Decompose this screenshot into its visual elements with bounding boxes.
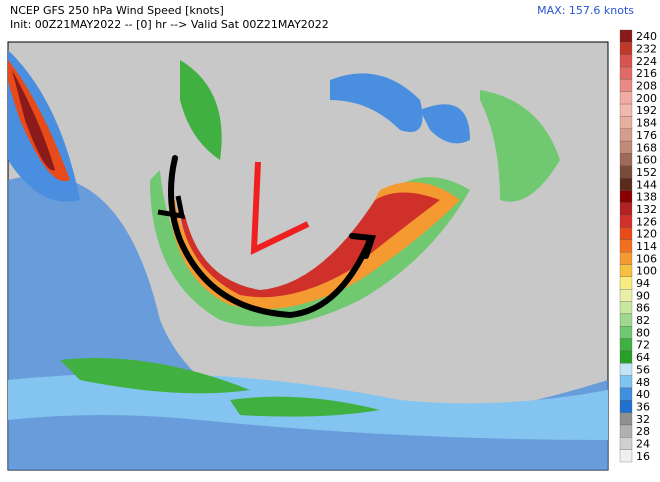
max-label: MAX: 157.6 knots xyxy=(537,4,634,17)
colorbar-label: 90 xyxy=(636,289,650,302)
colorbar-swatch xyxy=(619,449,633,463)
colorbar-swatch xyxy=(619,239,633,253)
colorbar-swatch xyxy=(619,326,633,339)
colorbar-label: 168 xyxy=(636,141,657,154)
colorbar-swatch xyxy=(619,363,633,376)
colorbar-swatch xyxy=(619,66,633,80)
colorbar-label: 82 xyxy=(636,314,650,327)
colorbar-label: 224 xyxy=(636,55,657,68)
colorbar-label: 208 xyxy=(636,80,657,93)
colorbar-swatch xyxy=(619,387,633,401)
colorbar-swatch xyxy=(619,264,633,278)
colorbar-label: 240 xyxy=(636,30,657,43)
colorbar-swatch xyxy=(619,165,633,179)
colorbar-swatch xyxy=(619,276,633,290)
colorbar-label: 176 xyxy=(636,129,657,142)
colorbar-label: 126 xyxy=(636,215,657,228)
colorbar-swatch xyxy=(619,79,633,92)
colorbar-swatch xyxy=(619,289,633,302)
colorbar-swatch xyxy=(619,29,633,43)
colorbar-swatch xyxy=(619,103,633,117)
colorbar-label: 36 xyxy=(636,400,650,413)
colorbar-swatch xyxy=(619,140,633,154)
colorbar-swatch xyxy=(619,313,633,327)
colorbar-swatch xyxy=(619,375,633,389)
colorbar-label: 94 xyxy=(636,277,650,290)
colorbar: 2402322242162082001921841761681601521441… xyxy=(619,29,657,463)
subtitle: Init: 00Z21MAY2022 -- [0] hr --> Valid S… xyxy=(10,18,329,31)
colorbar-label: 232 xyxy=(636,43,657,56)
colorbar-swatch xyxy=(619,437,633,450)
title: NCEP GFS 250 hPa Wind Speed [knots] xyxy=(10,4,224,17)
colorbar-swatch xyxy=(619,350,633,364)
colorbar-label: 80 xyxy=(636,326,650,339)
map xyxy=(7,41,609,471)
colorbar-swatch xyxy=(619,202,633,216)
colorbar-swatch xyxy=(619,227,633,240)
colorbar-label: 56 xyxy=(636,363,650,376)
colorbar-swatch xyxy=(619,338,633,352)
colorbar-swatch xyxy=(619,91,633,105)
colorbar-swatch xyxy=(619,424,633,438)
colorbar-label: 106 xyxy=(636,252,657,265)
colorbar-label: 200 xyxy=(636,92,657,105)
colorbar-label: 192 xyxy=(636,104,657,117)
colorbar-swatch xyxy=(619,42,633,55)
colorbar-label: 152 xyxy=(636,166,657,179)
colorbar-label: 40 xyxy=(636,388,650,401)
colorbar-label: 160 xyxy=(636,154,657,167)
colorbar-swatch xyxy=(619,252,633,265)
colorbar-label: 48 xyxy=(636,376,650,389)
colorbar-label: 114 xyxy=(636,240,657,253)
colorbar-label: 216 xyxy=(636,67,657,80)
colorbar-label: 28 xyxy=(636,425,650,438)
colorbar-label: 16 xyxy=(636,450,650,463)
colorbar-label: 72 xyxy=(636,339,650,352)
colorbar-label: 132 xyxy=(636,203,657,216)
colorbar-label: 120 xyxy=(636,228,657,241)
colorbar-swatch xyxy=(619,214,633,228)
colorbar-swatch xyxy=(619,54,633,68)
colorbar-label: 24 xyxy=(636,437,650,450)
colorbar-label: 32 xyxy=(636,413,650,426)
colorbar-swatch xyxy=(619,116,633,129)
colorbar-label: 86 xyxy=(636,302,650,315)
colorbar-swatch xyxy=(619,128,633,142)
colorbar-swatch xyxy=(619,190,633,203)
colorbar-swatch xyxy=(619,153,633,166)
colorbar-swatch xyxy=(619,400,633,413)
colorbar-label: 184 xyxy=(636,117,657,130)
colorbar-swatch xyxy=(619,301,633,315)
colorbar-swatch xyxy=(619,412,633,426)
colorbar-swatch xyxy=(619,177,633,191)
colorbar-label: 100 xyxy=(636,265,657,278)
colorbar-label: 138 xyxy=(636,191,657,204)
colorbar-label: 144 xyxy=(636,178,657,191)
colorbar-label: 64 xyxy=(636,351,650,364)
